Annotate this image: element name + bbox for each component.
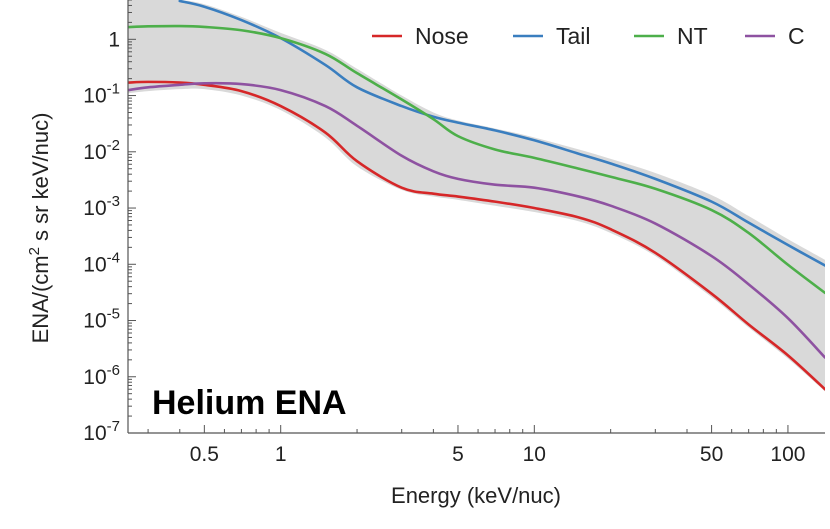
y-tick-label: 10-6 [83, 362, 120, 389]
series-line-nose [128, 80, 825, 391]
y-axis-label: ENA/(cm2 s sr keV/nuc) [26, 113, 53, 344]
x-tick-label: 5 [452, 443, 464, 466]
legend-label-tail: Tail [556, 23, 591, 49]
y-tick-labels: 1 10-1 10-2 10-3 10-4 10-5 10-6 10-7 [83, 28, 120, 445]
y-tick-label: 1 [108, 28, 120, 51]
y-axis-label-pre: ENA/(cm [28, 255, 53, 343]
y-tick-label: 10-3 [83, 193, 120, 220]
legend-label-c: C [788, 23, 805, 49]
x-tick-label: 10 [523, 443, 546, 466]
y-tick-label: 10-1 [83, 81, 120, 108]
legend-label-nt: NT [677, 23, 708, 49]
series-line-c [128, 81, 825, 359]
x-axis-label: Energy (keV/nuc) [391, 483, 561, 508]
x-tick-label: 0.5 [190, 443, 219, 466]
x-tick-labels: 0.5 1 5 10 50 100 [190, 443, 806, 466]
x-tick-label: 1 [275, 443, 287, 466]
y-tick-label: 10-4 [83, 249, 120, 276]
y-tick-label: 10-7 [83, 418, 120, 445]
chart-annotation: Helium ENA [152, 384, 347, 422]
legend: Nose Tail NT C [372, 23, 805, 49]
y-tick-label: 10-2 [83, 137, 120, 164]
x-tick-label: 50 [700, 443, 723, 466]
y-axis-label-sup: 2 [26, 247, 43, 255]
x-tick-label: 100 [770, 443, 805, 466]
legend-label-nose: Nose [415, 23, 469, 49]
y-tick-label: 10-5 [83, 306, 120, 333]
series-line-nt [128, 24, 825, 295]
series-layer [128, 0, 825, 391]
axes [127, 0, 825, 434]
y-axis-label-post: s sr keV/nuc) [28, 113, 53, 247]
